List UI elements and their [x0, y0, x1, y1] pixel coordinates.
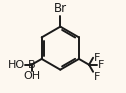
Text: F: F [94, 53, 100, 63]
Text: Br: Br [54, 2, 67, 15]
Text: F: F [98, 60, 104, 70]
Text: B: B [28, 60, 35, 70]
Text: HO: HO [8, 60, 25, 70]
Text: F: F [93, 72, 100, 82]
Text: OH: OH [23, 72, 40, 81]
